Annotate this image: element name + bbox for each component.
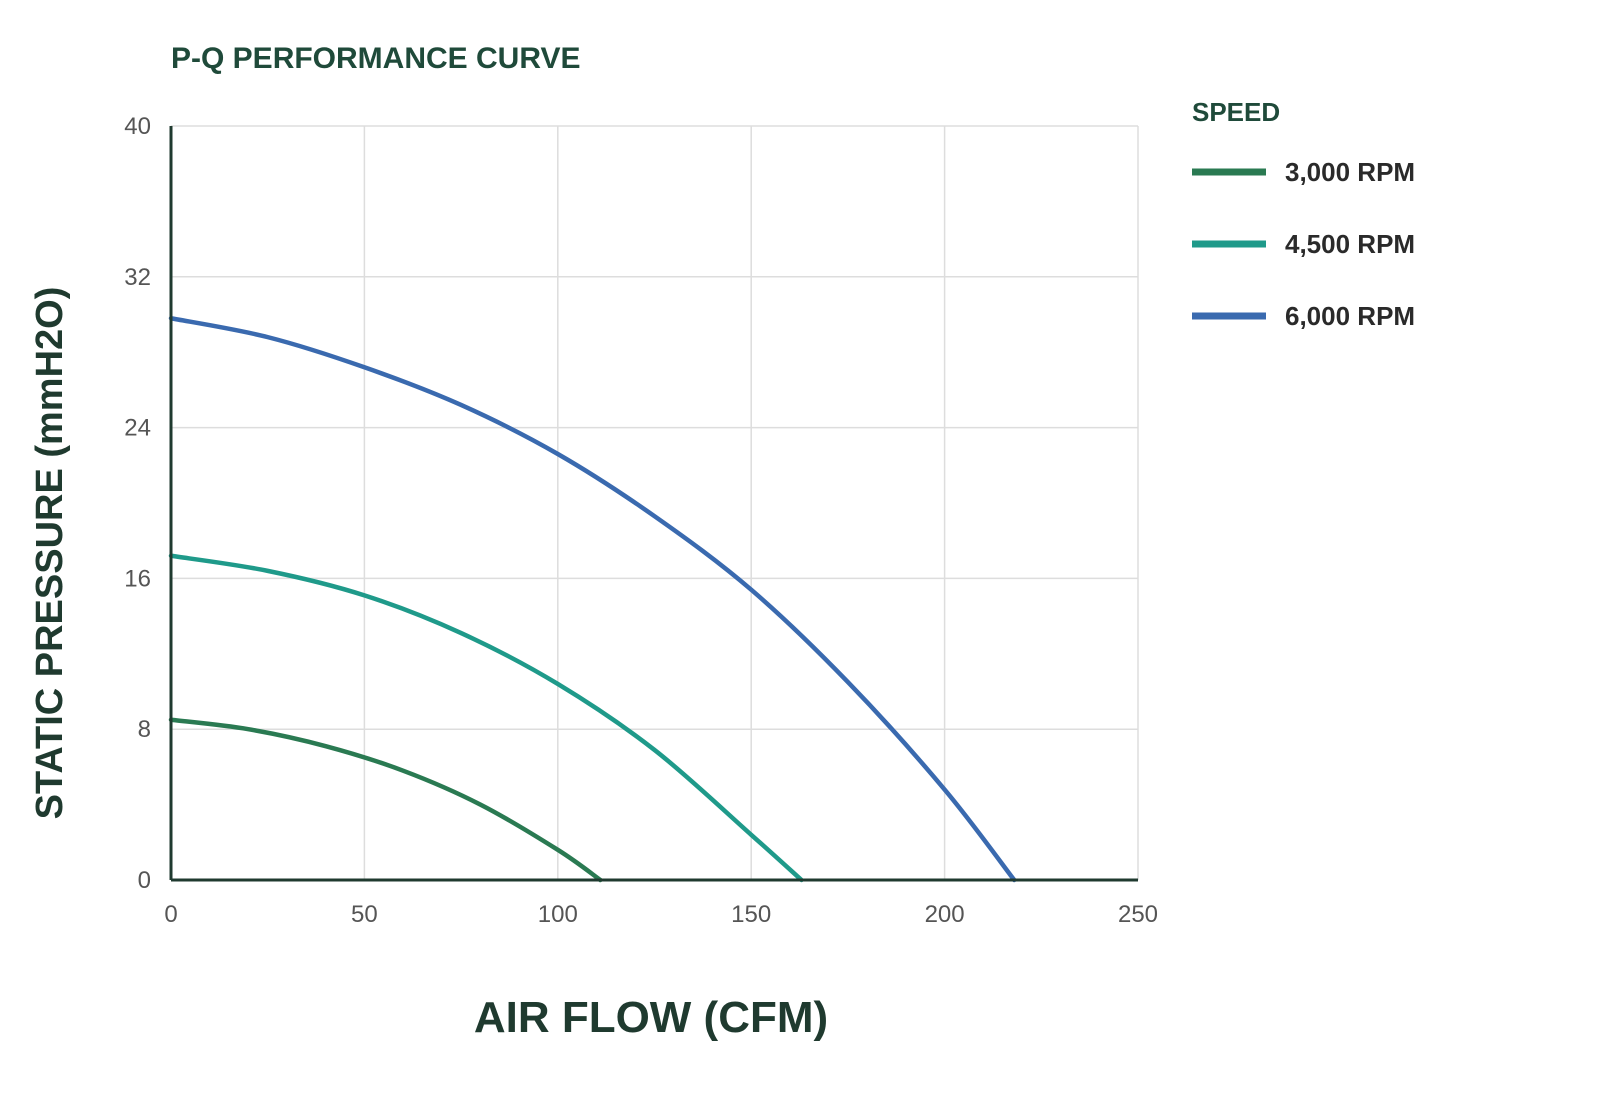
series-line-1 (168, 717, 603, 883)
series-line-2 (168, 553, 804, 883)
x-tick-label: 250 (1118, 901, 1158, 928)
grid (171, 125, 1139, 880)
series-lines (168, 316, 1017, 883)
legend-label: 3,000 RPM (1285, 157, 1415, 187)
x-tick-label: 0 (164, 901, 177, 928)
chart-title: P-Q PERFORMANCE CURVE (171, 42, 580, 75)
x-tick-label: 100 (538, 901, 578, 928)
y-tick-label: 40 (124, 113, 151, 140)
legend: SPEED 3,000 RPM 4,500 RPM 6,000 RPM (1192, 97, 1415, 331)
x-tick-label: 50 (351, 901, 378, 928)
y-tick-label: 24 (124, 415, 151, 442)
legend-label: 6,000 RPM (1285, 301, 1415, 331)
legend-title: SPEED (1192, 97, 1280, 127)
y-tick-label: 0 (138, 867, 151, 894)
legend-label: 4,500 RPM (1285, 229, 1415, 259)
y-tick-label: 8 (138, 716, 151, 743)
x-tick-label: 200 (925, 901, 965, 928)
y-axis-ticks: 0 8 16 24 32 40 (124, 113, 151, 894)
x-axis-title: AIR FLOW (CFM) (474, 993, 828, 1042)
x-tick-label: 150 (731, 901, 771, 928)
y-axis-title: STATIC PRESSURE (mmH2O) (29, 287, 71, 820)
series-line-3 (168, 316, 1017, 883)
y-tick-label: 16 (124, 565, 151, 592)
y-tick-label: 32 (124, 264, 151, 291)
x-axis-ticks: 0 50 100 150 200 250 (164, 901, 1158, 928)
